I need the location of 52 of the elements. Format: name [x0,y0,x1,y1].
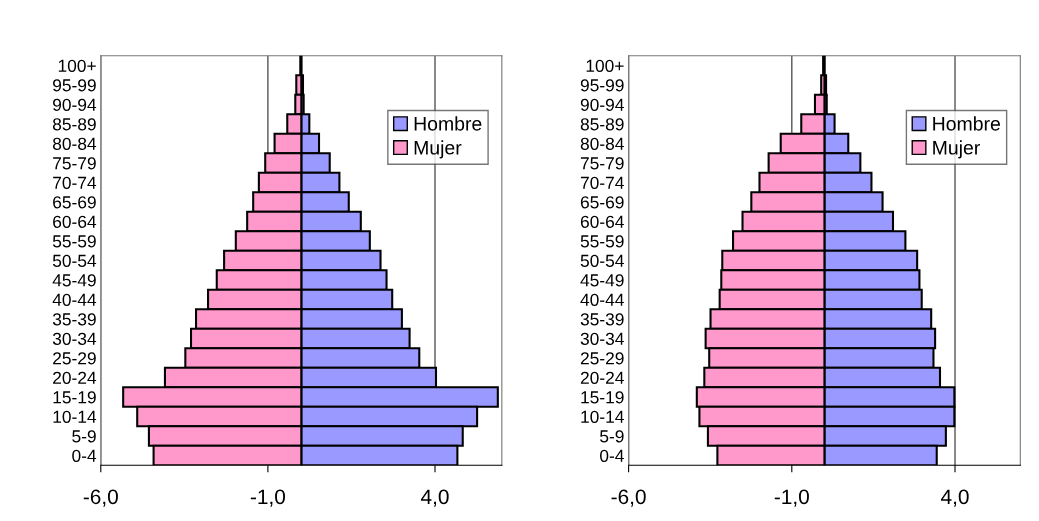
y-tick-label: 20-24 [580,371,624,384]
y-tick-label: 45-49 [580,274,624,287]
y-tick-label: 75-79 [53,157,96,170]
y-tick-label: 95-99 [580,79,624,92]
y-tick-label: 30-34 [580,332,624,345]
y-tick-label: 70-74 [580,176,624,189]
y-tick-label: 15-19 [581,391,624,404]
x-tick-label: 4,0 [941,489,969,507]
x-tick-label: -6,0 [83,489,118,507]
y-tick-label: 25-29 [580,352,624,365]
y-tick-label: 60-64 [580,215,624,228]
y-tick-label: 25-29 [53,352,96,365]
x-tick-label: -1,0 [774,489,809,507]
y-tick-label: 85-89 [52,118,96,131]
x-tick-label: 4,0 [420,489,449,507]
y-tick-label: 95-99 [53,79,96,92]
y-tick-label: 80-84 [52,137,97,150]
y-tick-label: 55-59 [580,235,624,248]
y-tick-label: 45-49 [52,274,96,287]
x-tick-label: -6,0 [611,489,646,507]
y-tick-label: 65-69 [580,196,624,209]
y-tick-label: 0-4 [600,449,624,462]
y-tick-label: 50-54 [52,254,97,267]
legend-label: Mujer [414,140,462,159]
legend-label: Mujer [933,140,980,159]
y-tick-label: 60-64 [53,215,97,228]
y-tick-label: 90-94 [53,98,97,111]
y-tick-label: 35-39 [580,313,624,326]
y-tick-label: 5-9 [600,430,624,443]
y-tick-label: 20-24 [53,371,97,384]
y-tick-label: 5-9 [72,430,96,443]
y-tick-label: 65-69 [53,196,96,209]
y-tick-label: 30-34 [52,332,97,345]
y-tick-label: 15-19 [53,391,96,404]
y-tick-label: 100+ [58,59,96,72]
y-tick-label: 90-94 [580,98,624,111]
y-tick-label: 40-44 [580,293,624,306]
y-tick-label: 50-54 [580,254,624,267]
y-tick-label: 100+ [586,59,624,72]
y-tick-label: 75-79 [580,157,624,170]
y-tick-label: 70-74 [53,176,97,189]
y-tick-label: 55-59 [52,235,96,248]
y-tick-label: 40-44 [52,293,97,306]
y-tick-label: 10-14 [53,410,97,423]
x-tick-label: -1,0 [250,489,286,507]
y-tick-label: 0-4 [72,449,97,462]
y-tick-label: 85-89 [580,118,624,131]
y-tick-label: 35-39 [52,313,96,326]
legend-label: Hombre [933,116,1000,131]
y-tick-label: 80-84 [580,137,624,150]
legend-label: Hombre [414,116,482,131]
y-tick-label: 10-14 [581,410,624,423]
